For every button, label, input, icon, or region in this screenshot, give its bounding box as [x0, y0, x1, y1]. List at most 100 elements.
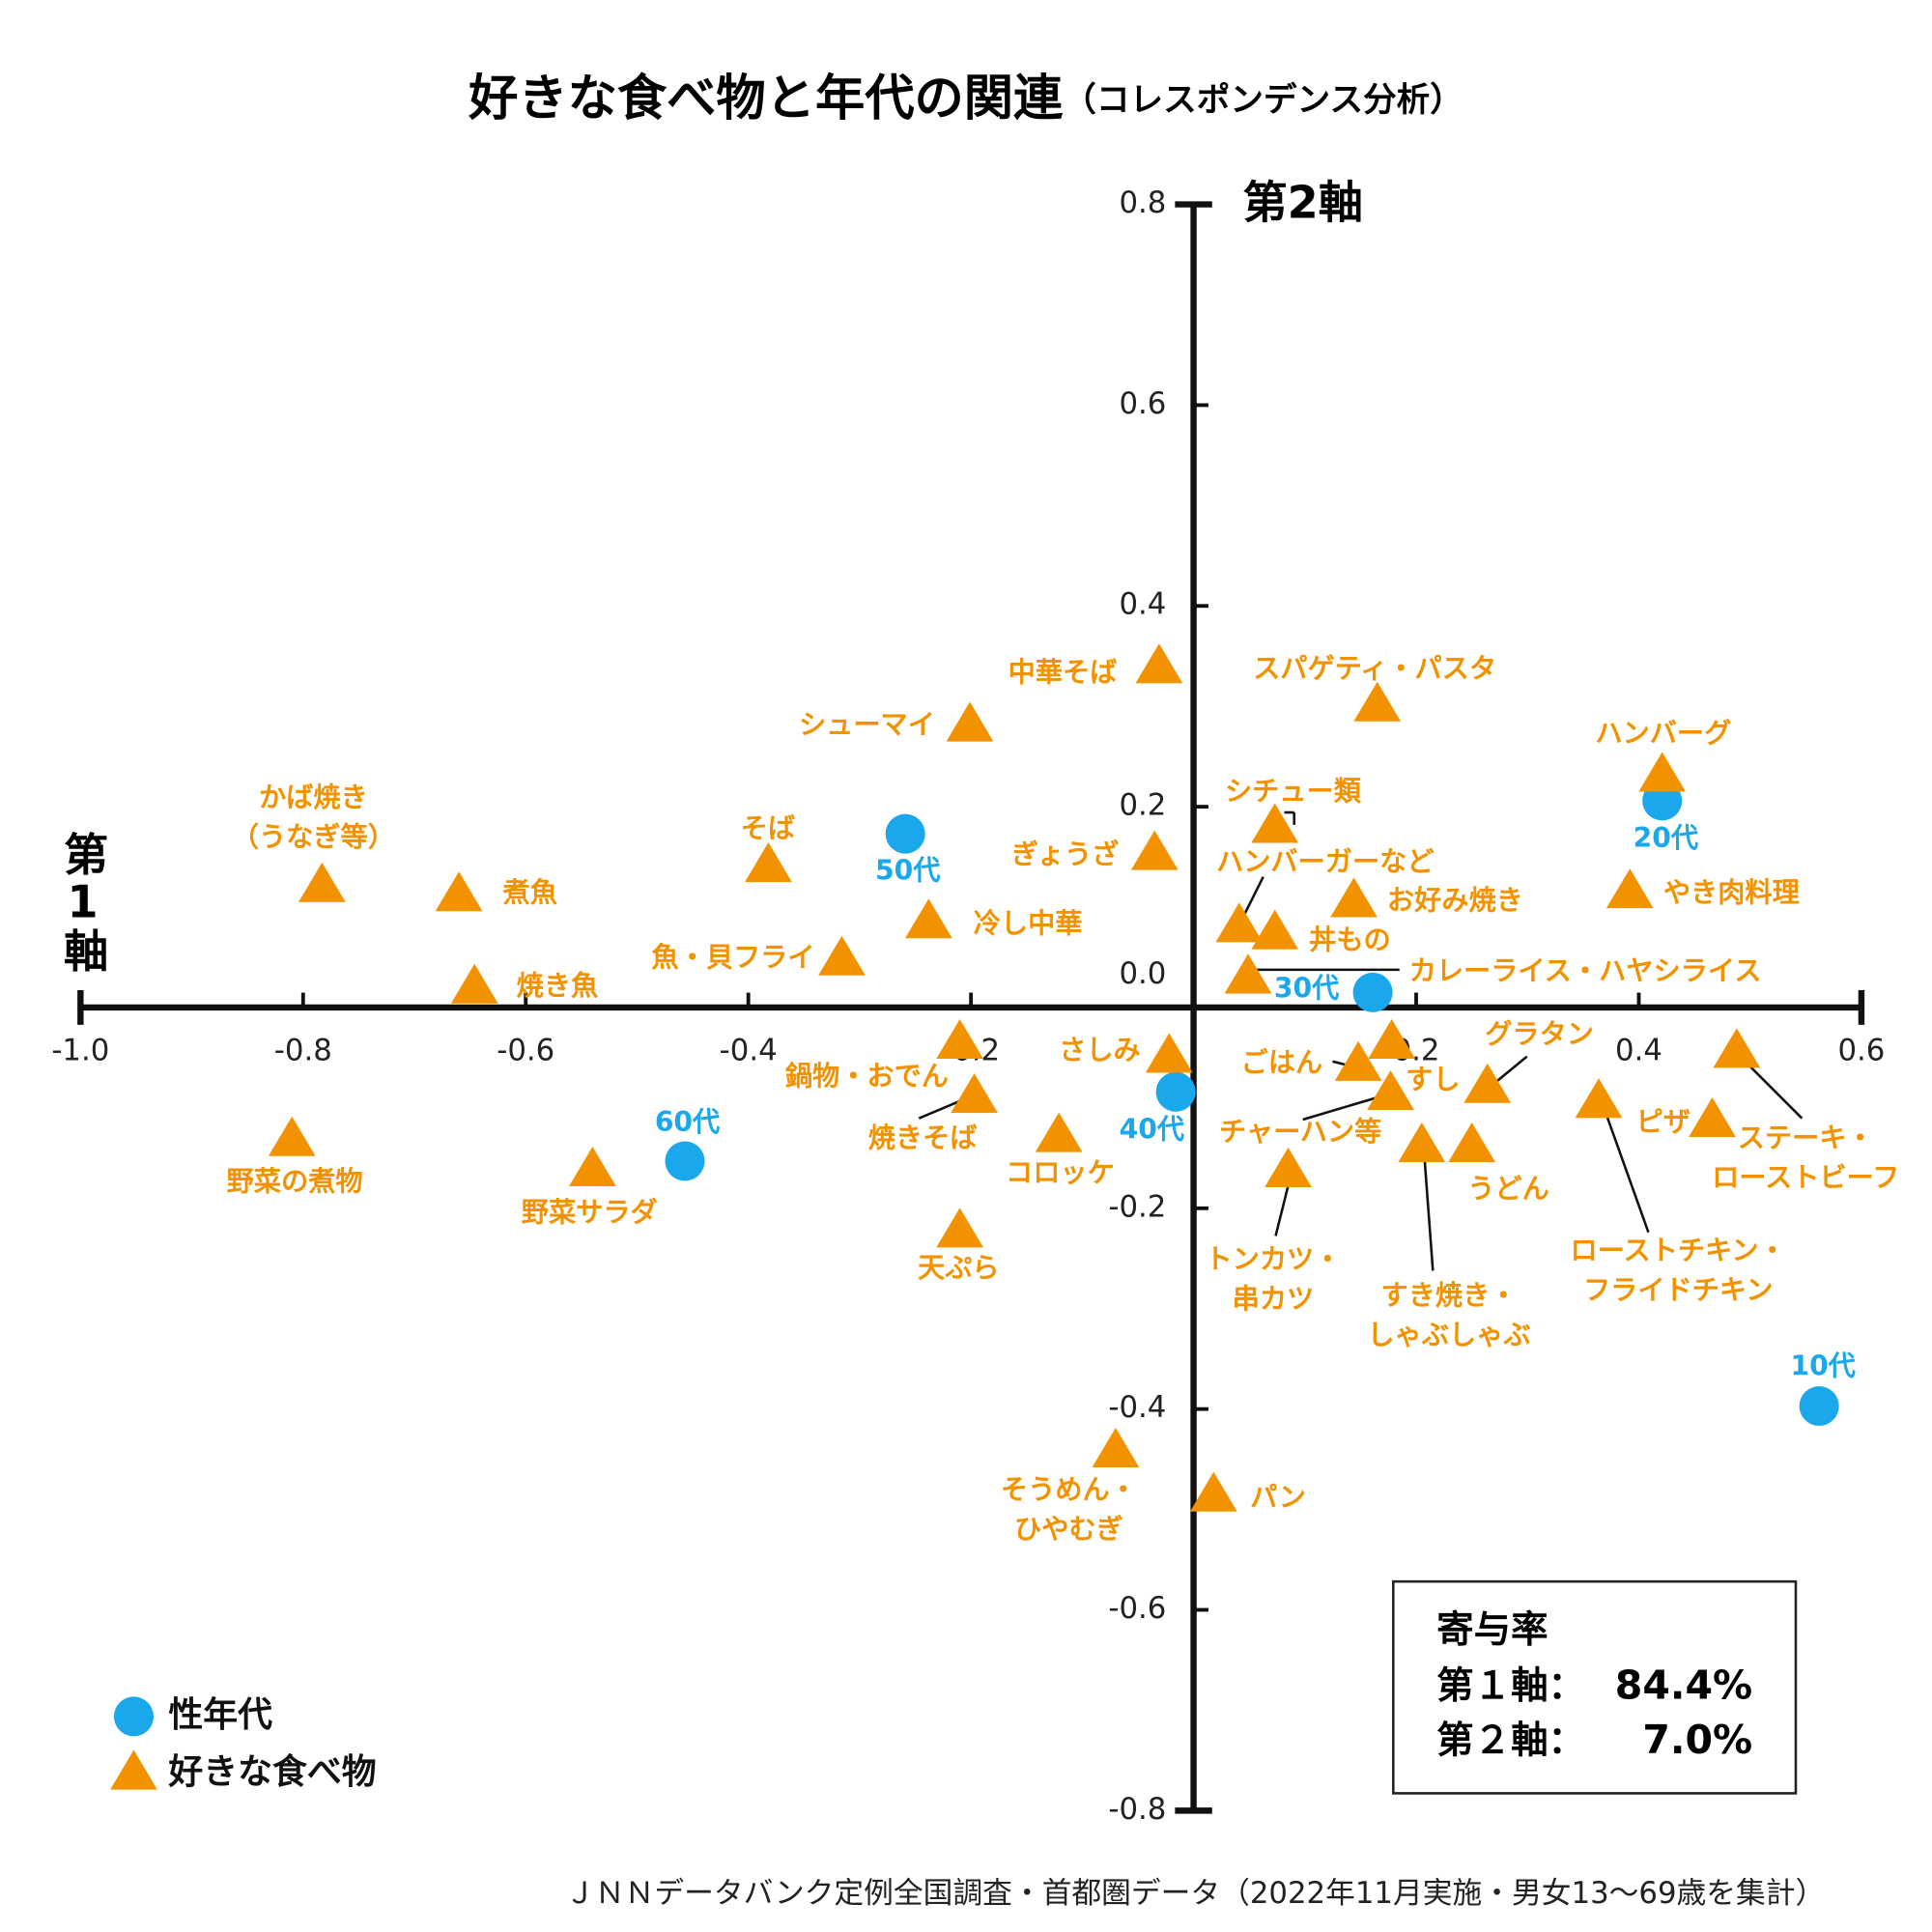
legend-marker	[110, 1749, 157, 1790]
point-label: やき肉料理	[1663, 877, 1800, 909]
leader-line	[1274, 1185, 1290, 1236]
point	[1135, 643, 1183, 684]
point	[1638, 752, 1687, 792]
point	[1605, 868, 1654, 909]
y-tick-label: 0.0	[1119, 956, 1166, 991]
point-label: 30代	[1274, 972, 1339, 1004]
point-label: ハンバーグ	[1595, 717, 1731, 749]
point	[745, 842, 792, 883]
point	[1368, 1018, 1416, 1059]
point-label: ステーキ・	[1738, 1122, 1874, 1153]
point-label: ひやむぎ	[1014, 1514, 1123, 1546]
point	[946, 701, 994, 742]
point	[818, 935, 866, 976]
legend-marker	[113, 1696, 154, 1737]
leader-line	[1243, 876, 1264, 915]
point-label: シチュー類	[1225, 776, 1362, 808]
contribution-label: 第２軸：	[1436, 1719, 1585, 1762]
point	[268, 1116, 316, 1156]
point	[1224, 953, 1272, 994]
point	[936, 1018, 983, 1059]
x-axis-title: 第1軸	[57, 831, 109, 973]
x-tick-label: -0.4	[720, 1034, 778, 1068]
point-label: ピザ	[1636, 1106, 1690, 1138]
point-label: 10代	[1790, 1350, 1855, 1381]
y-tick-label: -0.6	[1108, 1591, 1166, 1626]
point	[1575, 1078, 1623, 1119]
point-label: ハンバーガーなど	[1216, 846, 1435, 878]
y-tick-label: 0.8	[1119, 185, 1166, 220]
y-tick-label: 0.4	[1119, 587, 1166, 622]
point	[1215, 902, 1264, 943]
point-label: （うなぎ等）	[232, 821, 395, 853]
point	[1189, 1471, 1237, 1512]
point	[936, 1208, 983, 1248]
leader-line	[1302, 1094, 1383, 1122]
point-label: しゃぶしゃぶ	[1367, 1319, 1530, 1350]
title: 好きな食べ物と年代の関連	[468, 70, 1064, 128]
y-tick-label: 0.6	[1119, 386, 1166, 421]
point	[1330, 877, 1378, 918]
leader-line	[1492, 1055, 1528, 1087]
contribution-value: 7.0%	[1642, 1717, 1752, 1763]
point-label: すき焼き・	[1381, 1279, 1518, 1311]
point-label: ローストチキン・	[1571, 1235, 1786, 1266]
y-tick-label: -0.8	[1108, 1792, 1166, 1827]
point-label: 鍋物・おでん	[785, 1060, 949, 1092]
point	[1448, 1122, 1495, 1163]
source: ＪＮＮデータバンク定例全国調査・首都圏データ（2022年11月実施・男女13～6…	[565, 1876, 1825, 1911]
point-label: 焼き魚	[517, 970, 599, 1002]
y-tick-label: -0.2	[1108, 1189, 1166, 1224]
x-tick-label: 0.4	[1615, 1034, 1662, 1068]
point	[885, 813, 925, 854]
point	[569, 1146, 616, 1186]
y-axis-title: 第2軸	[1243, 176, 1363, 228]
point-label: 煮魚	[502, 877, 557, 909]
point	[1463, 1063, 1512, 1103]
contribution-box	[1392, 1579, 1798, 1795]
point-label: お好み焼き	[1387, 884, 1523, 916]
point	[1035, 1112, 1083, 1152]
point-label: トンカツ・	[1205, 1243, 1341, 1275]
point-label: 野菜の煮物	[227, 1165, 363, 1197]
point	[1251, 803, 1299, 843]
point	[1352, 972, 1393, 1012]
point-label: 串カツ	[1233, 1283, 1315, 1315]
point	[1353, 681, 1402, 722]
legend-label: 好きな食べ物	[167, 1752, 376, 1792]
point-label: フライドチキン	[1583, 1274, 1773, 1306]
point-label: そうめん・	[1001, 1474, 1137, 1506]
subtitle: （コレスポンデンス分析）	[1063, 81, 1463, 120]
point	[1334, 1040, 1382, 1081]
point-label: チャーハン等	[1219, 1116, 1381, 1148]
point	[435, 871, 483, 912]
point-label: パン	[1250, 1481, 1306, 1513]
point-label: 丼もの	[1309, 923, 1391, 955]
point-label: さしみ	[1059, 1034, 1141, 1065]
point	[1145, 1033, 1193, 1073]
point-label: かば焼き	[259, 781, 368, 813]
point-label: 20代	[1634, 822, 1698, 854]
point	[1155, 1071, 1196, 1112]
point-label: 魚・貝フライ	[651, 941, 814, 973]
point	[951, 1073, 998, 1114]
point	[904, 898, 952, 939]
point-label: スパゲティ・パスタ	[1253, 653, 1496, 685]
point-label: 中華そば	[1009, 656, 1119, 688]
point	[1130, 830, 1179, 870]
point-label: 60代	[655, 1106, 720, 1138]
y-tick-label: -0.4	[1108, 1390, 1166, 1425]
point-label: 冷し中華	[974, 908, 1083, 940]
point-label: すし	[1406, 1064, 1460, 1095]
point-label: うどん	[1467, 1173, 1549, 1205]
point	[1713, 1028, 1761, 1068]
point-label: 40代	[1120, 1114, 1184, 1146]
point	[1092, 1427, 1140, 1467]
leader-line	[1423, 1153, 1435, 1271]
x-tick-label: -0.6	[497, 1034, 554, 1068]
contribution-value: 84.4%	[1615, 1662, 1752, 1708]
point	[1799, 1386, 1839, 1427]
x-tick-label: 0.6	[1837, 1034, 1885, 1068]
